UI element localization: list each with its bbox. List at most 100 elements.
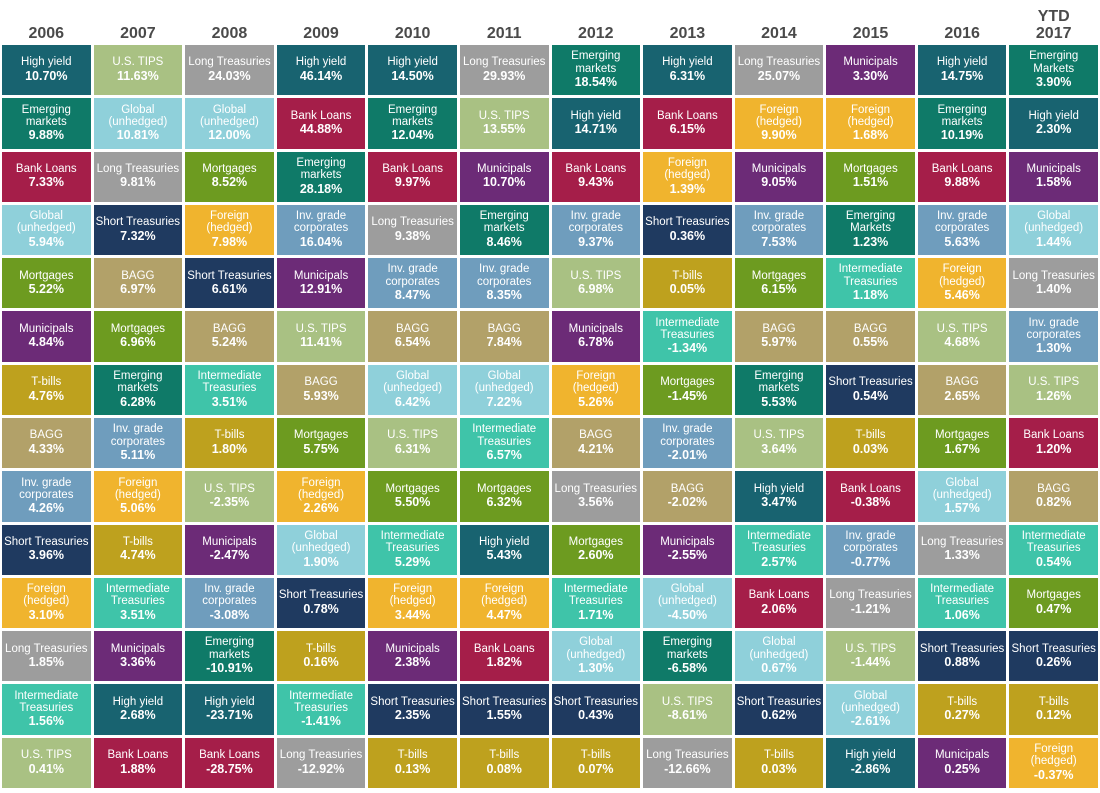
asset-class-label: Intermediate Treasuries — [563, 583, 628, 608]
asset-class-label: High yield — [845, 749, 896, 762]
return-value: 7.84% — [486, 335, 522, 350]
asset-class-label: Emerging markets — [113, 369, 163, 395]
asset-class-label: Bank Loans — [748, 589, 810, 602]
return-value: 10.70% — [483, 175, 526, 190]
return-value: 6.54% — [394, 335, 431, 350]
return-value: 28.18% — [299, 181, 343, 196]
return-value: 7.53% — [761, 234, 797, 249]
asset-class-label: Inv. grade corporates — [293, 210, 349, 235]
asset-class-label: Intermediate Treasuries — [289, 689, 353, 715]
return-value: 8.35% — [486, 288, 522, 303]
asset-class-label: T-bills — [580, 749, 611, 762]
return-cell: Global (unhedged) 1.57% — [917, 471, 1007, 522]
return-value: 0.27% — [944, 708, 980, 723]
asset-class-label: T-bills — [214, 429, 245, 442]
return-cell: BAGG 2.65% — [917, 364, 1007, 415]
return-cell: Municipals 3.36% — [93, 631, 183, 682]
return-cell: BAGG 4.33% — [2, 417, 91, 469]
asset-class-label: Intermediate Treasuries — [655, 316, 720, 342]
return-value: 0.41% — [28, 761, 65, 776]
return-cell: Mortgages 1.67% — [917, 417, 1007, 469]
return-value: 4.74% — [120, 548, 156, 563]
year-header: 2007 — [120, 24, 156, 42]
return-cell: BAGG 0.82% — [1009, 471, 1098, 522]
asset-class-label: Intermediate Treasuries — [1021, 529, 1086, 555]
return-value: 14.75% — [940, 68, 984, 83]
return-cell: Inv. grade corporates 8.47% — [368, 258, 457, 309]
return-cell: U.S. TIPS -2.35% — [185, 471, 274, 522]
return-value: 1.06% — [944, 607, 980, 622]
return-cell: High yield 2.68% — [93, 684, 183, 735]
asset-class-label: Short Treasuries — [187, 269, 272, 282]
return-cell: Bank Loans -0.38% — [826, 471, 915, 522]
return-cell: Mortgages -1.45% — [643, 364, 732, 415]
year-header: YTD 2017 — [1035, 8, 1072, 42]
return-cell: Emerging markets 10.19% — [917, 98, 1007, 149]
return-value: 3.64% — [761, 441, 797, 456]
return-value: 14.50% — [391, 68, 434, 83]
return-cell: Mortgages 8.52% — [185, 151, 274, 202]
return-value: -2.61% — [850, 714, 891, 729]
return-value: 5.26% — [578, 394, 614, 409]
return-cell: Inv. grade corporates -0.77% — [826, 524, 915, 575]
asset-class-label: High yield — [1028, 109, 1079, 122]
return-value: -2.55% — [667, 548, 708, 563]
return-value: 12.91% — [299, 281, 343, 296]
return-cell: Global (unhedged) 7.22% — [459, 364, 549, 415]
return-value: 5.29% — [394, 554, 431, 569]
asset-class-label: U.S. TIPS — [661, 695, 713, 708]
return-cell: Foreign (hedged) 3.10% — [2, 577, 91, 629]
return-value: 3.47% — [761, 495, 797, 510]
return-value: 13.55% — [483, 122, 526, 137]
asset-class-label: Mortgages — [19, 269, 74, 282]
asset-class-label: Bank Loans — [565, 163, 627, 175]
return-cell: Municipals 12.91% — [276, 258, 366, 309]
asset-class-label: T-bills — [763, 749, 794, 762]
return-cell: Short Treasuries 0.36% — [643, 204, 732, 256]
year-header: 2006 — [28, 24, 65, 42]
return-cell: Long Treasuries 9.38% — [368, 204, 457, 256]
asset-class-label: BAGG — [396, 322, 430, 335]
returns-grid: High yield 10.70% U.S. TIPS 11.63% Long Trea… — [0, 45, 1100, 793]
return-value: 1.90% — [303, 554, 339, 569]
return-cell: U.S. TIPS 6.31% — [368, 417, 457, 469]
return-value: 1.58% — [1035, 175, 1072, 190]
asset-class-label: Long Treasuries — [188, 56, 271, 69]
return-value: -1.45% — [667, 388, 708, 403]
asset-class-label: Foreign (hedged) — [1030, 742, 1077, 768]
asset-class-label: Long Treasuries — [554, 482, 638, 495]
asset-class-label: Municipals — [843, 56, 898, 69]
return-cell: Intermediate Treasuries -1.41% — [276, 684, 366, 735]
return-value: 1.30% — [578, 661, 614, 676]
return-cell: U.S. TIPS -1.44% — [826, 631, 915, 682]
return-value: 1.51% — [852, 175, 889, 190]
return-cell: Mortgages 5.75% — [276, 417, 366, 469]
return-value: 5.22% — [28, 281, 65, 296]
return-cell: Mortgages 0.47% — [1009, 577, 1098, 629]
return-value: 0.12% — [1035, 708, 1072, 723]
return-value: 3.96% — [28, 548, 65, 563]
return-cell: Inv. grade corporates -3.08% — [185, 577, 274, 629]
asset-class-label: Short Treasuries — [736, 695, 822, 708]
return-value: -1.34% — [667, 341, 708, 356]
return-cell: Long Treasuries 29.93% — [459, 45, 549, 96]
asset-class-label: Intermediate Treasuries — [380, 529, 445, 555]
return-cell: Long Treasuries 1.85% — [2, 631, 91, 682]
return-value: 1.88% — [120, 761, 156, 776]
asset-class-label: Short Treasuries — [370, 695, 455, 708]
return-value: 4.21% — [578, 441, 614, 456]
asset-class-label: Foreign (hedged) — [847, 103, 894, 128]
asset-class-label: BAGG — [29, 429, 63, 442]
asset-class-label: Municipals — [1026, 163, 1081, 175]
asset-class-label: Emerging markets — [204, 636, 255, 661]
asset-class-label: Inv. grade corporates — [934, 210, 990, 235]
return-cell: Bank Loans 1.88% — [93, 737, 183, 788]
asset-class-label: Short Treasuries — [828, 376, 913, 389]
return-value: 5.94% — [28, 234, 65, 249]
asset-class-label: Inv. grade corporates — [202, 583, 257, 608]
return-value: 3.90% — [1035, 75, 1072, 90]
return-value: 8.47% — [394, 288, 431, 303]
asset-class-label: U.S. TIPS — [295, 322, 347, 335]
return-cell: BAGG -2.02% — [643, 471, 732, 522]
